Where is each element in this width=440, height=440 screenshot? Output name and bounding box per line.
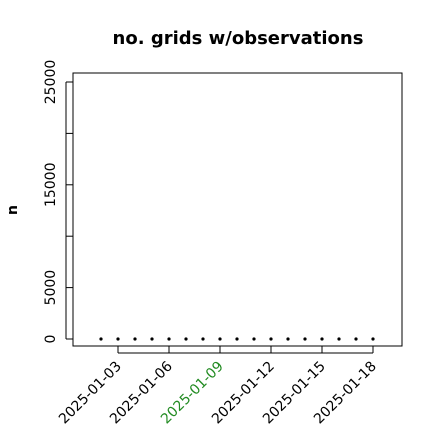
point xyxy=(252,337,256,341)
y-tick-label: 0 xyxy=(43,335,59,344)
plot-frame xyxy=(72,72,403,347)
point xyxy=(218,337,222,341)
point xyxy=(201,337,205,341)
y-tick-label: 15000 xyxy=(43,163,59,208)
point xyxy=(116,337,120,341)
point xyxy=(371,337,375,341)
chart-title: no. grids w/observations xyxy=(113,28,364,49)
point xyxy=(167,337,171,341)
y-axis-label: n xyxy=(5,205,21,215)
point xyxy=(337,337,341,341)
point xyxy=(286,337,290,341)
point xyxy=(150,337,154,341)
point xyxy=(184,337,188,341)
point xyxy=(235,337,239,341)
point xyxy=(133,337,137,341)
y-tick-label: 5000 xyxy=(43,270,59,306)
point xyxy=(99,337,103,341)
point xyxy=(303,337,307,341)
point xyxy=(354,337,358,341)
point xyxy=(269,337,273,341)
point xyxy=(320,337,324,341)
y-tick-label: 25000 xyxy=(43,60,59,105)
